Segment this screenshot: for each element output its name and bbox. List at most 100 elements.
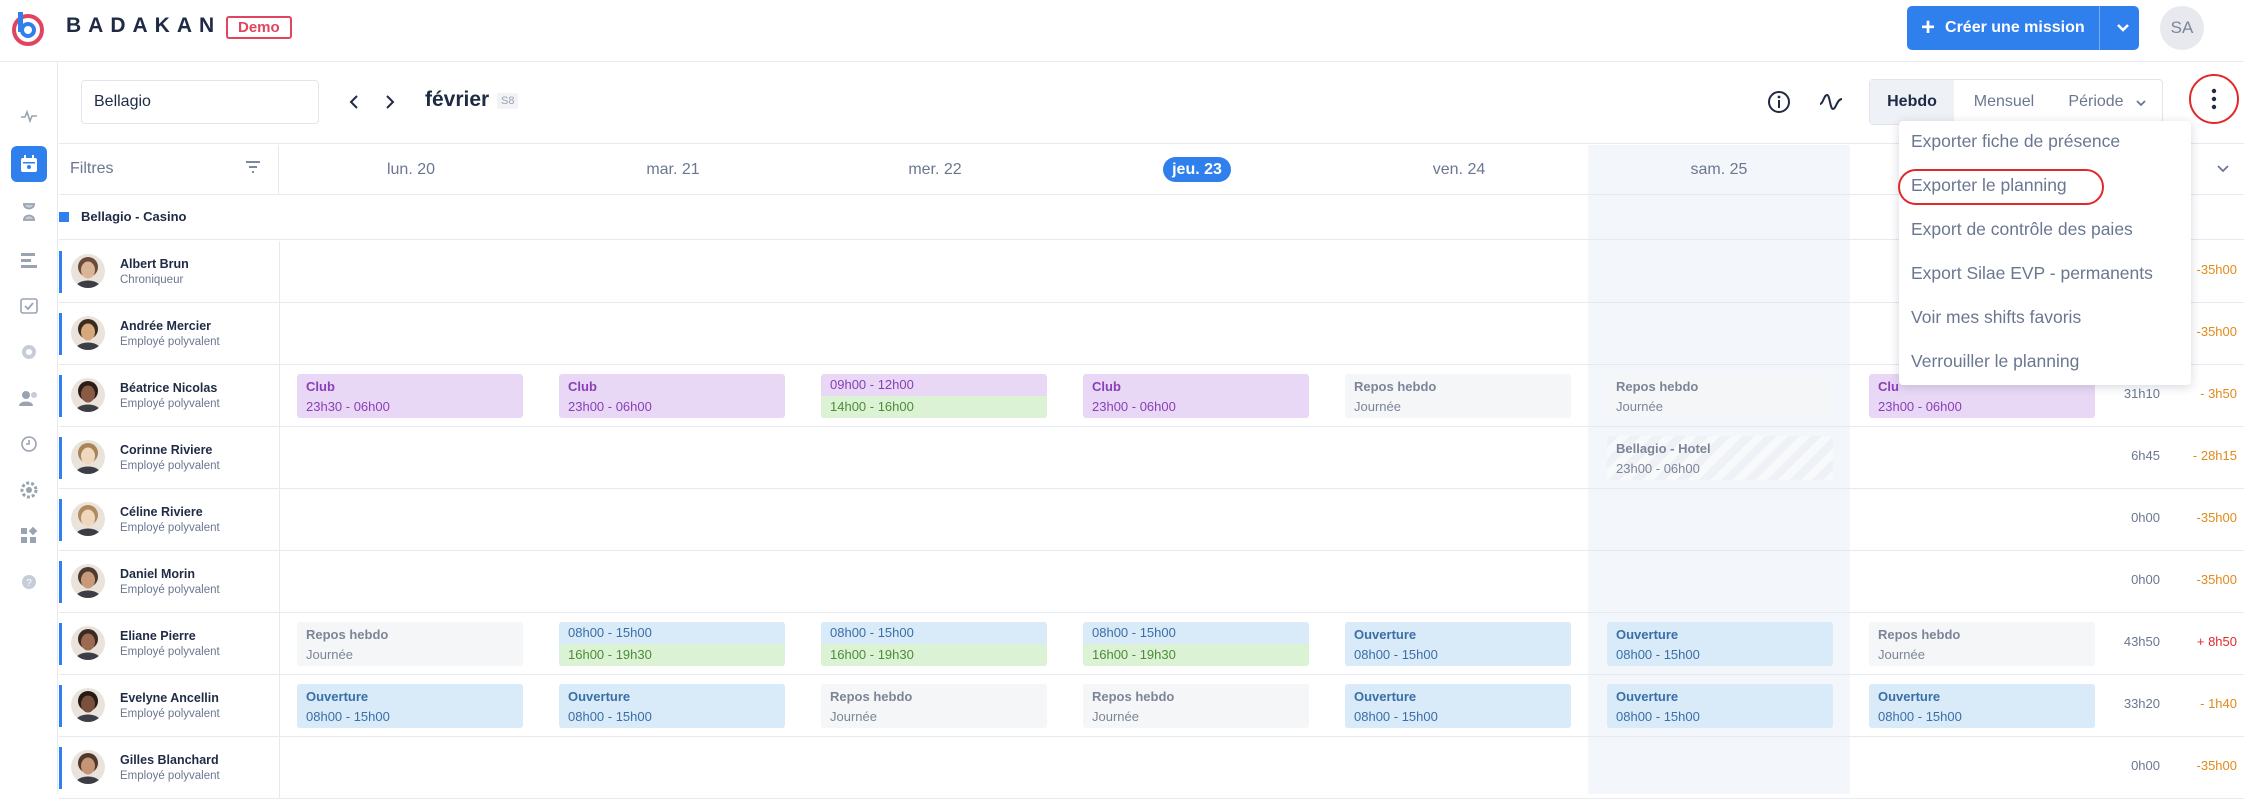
employee-name[interactable]: Daniel Morin	[120, 567, 196, 581]
chevron-down-icon[interactable]	[2113, 18, 2133, 38]
chevron-down-icon[interactable]	[2215, 160, 2231, 176]
employee-avatar[interactable]	[71, 440, 105, 474]
employee-avatar[interactable]	[71, 502, 105, 536]
employee-role: Employé polyvalent	[120, 708, 220, 720]
menu-export-payroll[interactable]: Export de contrôle des paies	[1911, 219, 2133, 239]
shift-card[interactable]: Repos hebdo Journée	[1345, 374, 1571, 418]
shift-card[interactable]: Repos hebdo Journée	[821, 684, 1047, 728]
shift-time: 08h00 - 15h00	[306, 709, 390, 724]
current-month: février	[425, 88, 490, 111]
employee-name[interactable]: Evelyne Ancellin	[120, 691, 219, 705]
employee-avatar[interactable]	[71, 316, 105, 350]
menu-export-silae[interactable]: Export Silae EVP - permanents	[1911, 263, 2153, 283]
info-icon[interactable]	[1765, 88, 1793, 116]
help-icon[interactable]: ?	[11, 564, 47, 600]
shift-time: 08h00 - 15h00	[1616, 709, 1700, 724]
employee-avatar[interactable]	[71, 564, 105, 598]
shift-time: Journée	[830, 709, 877, 724]
employee-avatar[interactable]	[71, 626, 105, 660]
menu-favorite-shifts[interactable]: Voir mes shifts favoris	[1911, 307, 2082, 327]
column-divider	[279, 489, 280, 551]
employee-row: Eliane Pierre Employé polyvalent Repos heb…	[59, 613, 2244, 675]
shift-card[interactable]: Ouverture 08h00 - 15h00	[559, 684, 785, 728]
employee-row: Andrée Mercier Employé polyvalent -35h00	[59, 303, 2244, 365]
user-avatar[interactable]: SA	[2160, 6, 2204, 50]
employee-row: Evelyne Ancellin Employé polyvalent Ouvert…	[59, 675, 2244, 737]
day-header-wed: mer. 22	[908, 161, 962, 178]
employee-avatar[interactable]	[71, 378, 105, 412]
more-options-menu: Exporter fiche de présence Exporter le p…	[1899, 121, 2191, 385]
menu-lock-planning[interactable]: Verrouiller le planning	[1911, 351, 2080, 371]
shift-time: 23h00 - 06h00	[1616, 461, 1700, 476]
day-header-fri: ven. 24	[1432, 161, 1486, 178]
employee-name[interactable]: Béatrice Nicolas	[120, 381, 218, 395]
shift-card-split[interactable]: 08h00 - 15h00 16h00 - 19h30	[1083, 622, 1309, 666]
shift-card[interactable]: Ouverture 08h00 - 15h00	[1607, 684, 1833, 728]
filter-icon[interactable]	[244, 158, 262, 176]
shift-card[interactable]: Bellagio - Hotel 23h00 - 06h00	[1607, 436, 1833, 480]
employee-name[interactable]: Andrée Mercier	[120, 319, 212, 333]
tab-periode[interactable]: Période	[2068, 93, 2124, 110]
shift-card[interactable]: Ouverture 08h00 - 15h00	[1869, 684, 2095, 728]
create-mission-button[interactable]: + Créer une mission	[1907, 6, 2139, 50]
shift-card[interactable]: Club 23h00 - 06h00	[1083, 374, 1309, 418]
shift-card[interactable]: Club 23h30 - 06h00	[297, 374, 523, 418]
shift-title: Clu	[1878, 379, 1899, 394]
employee-total-hours: 6h45	[2131, 448, 2160, 463]
calendar-icon[interactable]	[11, 146, 47, 182]
badakan-logo-icon[interactable]	[10, 10, 46, 46]
shift-card[interactable]: Club 23h00 - 06h00	[559, 374, 785, 418]
shift-title: Ouverture	[1878, 689, 1941, 704]
shift-card[interactable]: Ouverture 08h00 - 15h00	[1607, 622, 1833, 666]
clock-icon[interactable]	[11, 426, 47, 462]
shift-card[interactable]: Repos hebdo Journée	[1607, 374, 1833, 418]
tab-mensuel[interactable]: Mensuel	[1973, 93, 2035, 110]
shift-card[interactable]: Ouverture 08h00 - 15h00	[1345, 622, 1571, 666]
shift-card[interactable]: Repos hebdo Journée	[297, 622, 523, 666]
shift-card[interactable]: Repos hebdo Journée	[1869, 622, 2095, 666]
column-divider	[279, 737, 280, 799]
checklist-icon[interactable]	[11, 288, 47, 324]
menu-export-planning[interactable]: Exporter le planning	[1911, 175, 2067, 195]
employee-name[interactable]: Gilles Blanchard	[120, 753, 219, 767]
kebab-menu-icon	[2211, 88, 2217, 110]
employee-name[interactable]: Céline Riviere	[120, 505, 203, 519]
employee-name[interactable]: Eliane Pierre	[120, 629, 196, 643]
shift-time: Journée	[1878, 647, 1925, 662]
filters-cell[interactable]: Filtres	[59, 145, 279, 195]
apps-icon[interactable]	[11, 518, 47, 554]
employee-row-marker	[59, 499, 62, 541]
tab-hebdo[interactable]: Hebdo	[1870, 80, 1954, 124]
employee-name[interactable]: Albert Brun	[120, 257, 189, 271]
users-icon[interactable]	[11, 380, 47, 416]
employee-avatar[interactable]	[71, 688, 105, 722]
employee-name[interactable]: Corinne Riviere	[120, 443, 213, 457]
settings-icon[interactable]	[11, 472, 47, 508]
hourglass-icon[interactable]	[11, 194, 47, 230]
more-options-button[interactable]	[2189, 74, 2239, 124]
site-selector[interactable]: Bellagio	[81, 80, 319, 124]
employee-role: Chroniqueur	[120, 274, 184, 286]
employee-avatar[interactable]	[71, 254, 105, 288]
activity-icon[interactable]	[11, 98, 47, 134]
previous-week-icon[interactable]	[342, 90, 366, 114]
cog-icon[interactable]	[11, 334, 47, 370]
next-week-icon[interactable]	[378, 90, 402, 114]
shift-title: Ouverture	[1354, 627, 1417, 642]
column-divider	[279, 613, 280, 675]
list-icon[interactable]	[11, 242, 47, 278]
shift-time: 08h00 - 15h00	[1616, 647, 1700, 662]
activity-chart-icon[interactable]	[1817, 88, 1845, 116]
shift-card-split[interactable]: 08h00 - 15h00 16h00 - 19h30	[559, 622, 785, 666]
menu-export-presence[interactable]: Exporter fiche de présence	[1911, 131, 2121, 151]
employee-avatar[interactable]	[71, 750, 105, 784]
group-row: Bellagio - Casino	[59, 196, 2244, 240]
shift-card[interactable]: Ouverture 08h00 - 15h00	[297, 684, 523, 728]
shift-card[interactable]: Ouverture 08h00 - 15h00	[1345, 684, 1571, 728]
shift-title: Repos hebdo	[1092, 689, 1175, 704]
chevron-down-icon[interactable]	[2134, 96, 2148, 110]
shift-card[interactable]: Repos hebdo Journée	[1083, 684, 1309, 728]
shift-card-split[interactable]: 09h00 - 12h00 14h00 - 16h00	[821, 374, 1047, 418]
shift-card-split[interactable]: 08h00 - 15h00 16h00 - 19h30	[821, 622, 1047, 666]
employee-total-hours: 0h00	[2131, 510, 2160, 525]
